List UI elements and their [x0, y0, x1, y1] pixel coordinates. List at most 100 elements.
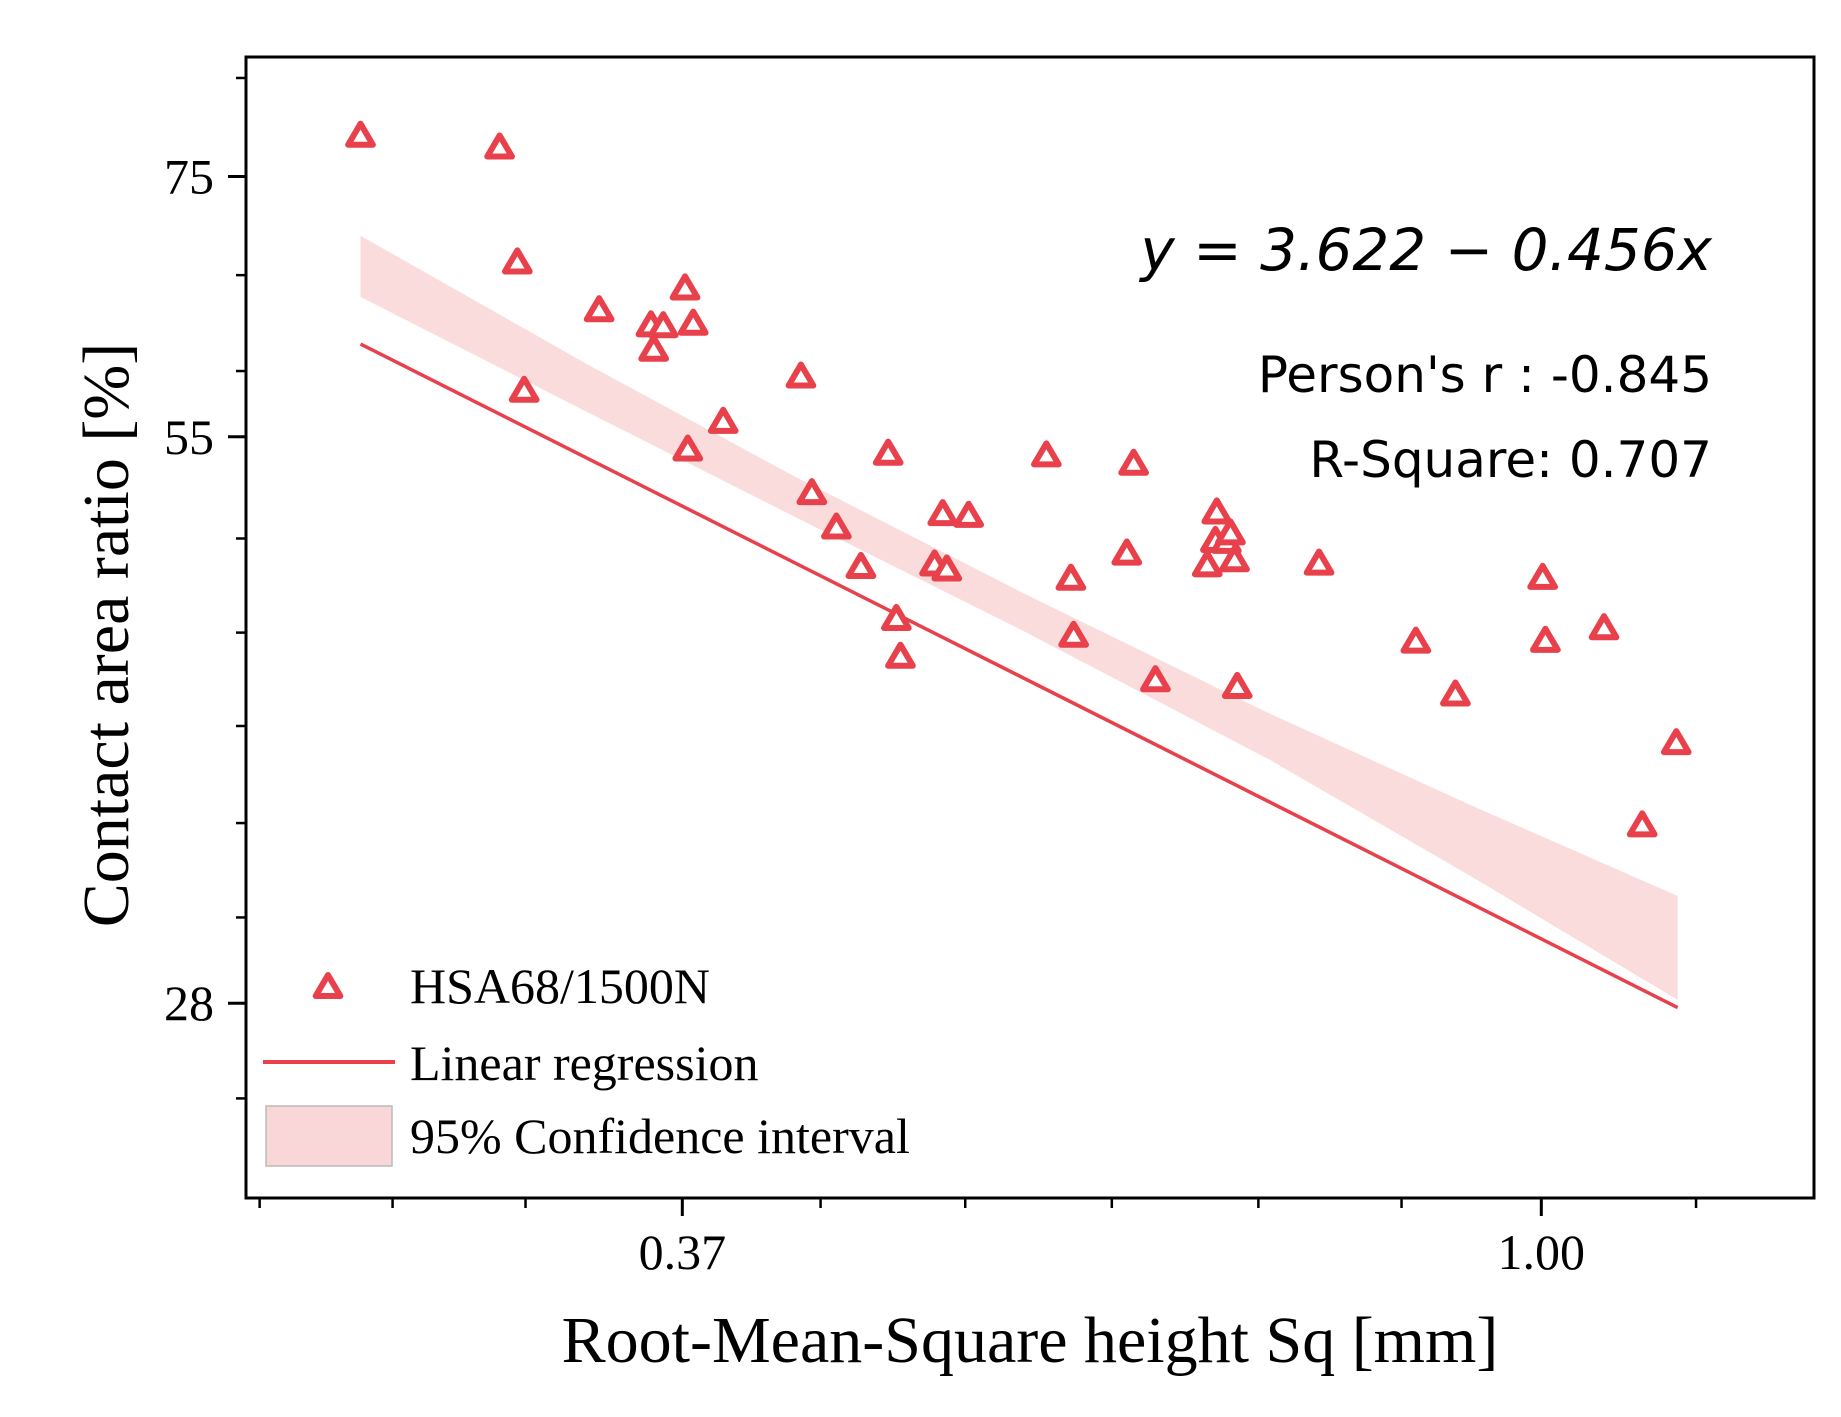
y-tick-label: 75	[164, 149, 214, 205]
data-point	[1191, 550, 1223, 578]
data-point	[821, 512, 852, 540]
data-point-marker	[796, 478, 828, 506]
data-point	[484, 132, 515, 160]
data-point-marker	[1219, 545, 1250, 573]
data-point-marker	[1530, 625, 1561, 653]
x-tick-label: 0.37	[639, 1224, 727, 1280]
data-point	[881, 603, 912, 632]
confidence-band-layer	[360, 235, 1678, 1000]
data-point	[785, 361, 817, 389]
data-point-marker	[785, 361, 817, 389]
data-point-marker	[1400, 626, 1432, 654]
data-point-marker	[1140, 665, 1171, 693]
data-point	[845, 551, 877, 579]
data-point-marker	[345, 120, 376, 148]
data-point-marker	[1031, 440, 1062, 468]
data-point-marker	[583, 295, 615, 323]
legend-marker-triangle	[312, 972, 344, 1000]
data-point-marker	[638, 334, 670, 362]
data-point-marker	[1191, 550, 1223, 578]
data-point-marker	[1058, 620, 1089, 648]
data-point-marker	[672, 434, 704, 462]
data-point	[1400, 626, 1432, 654]
data-point-marker	[931, 554, 963, 582]
regression-line-layer	[359, 342, 1679, 1010]
data-point	[1221, 671, 1253, 699]
data-point-marker	[1527, 562, 1559, 590]
data-points-layer	[345, 120, 1692, 838]
data-point	[1527, 562, 1559, 590]
data-point-marker	[1588, 613, 1620, 641]
data-point	[672, 434, 704, 462]
data-point	[1303, 548, 1335, 576]
y-axis-title: Contact area ratio [%]	[70, 343, 143, 928]
data-point	[1440, 679, 1471, 707]
data-point-marker	[501, 247, 533, 275]
data-point-marker	[508, 375, 540, 403]
data-point-marker	[1201, 497, 1233, 525]
legend-marker-band	[265, 1105, 393, 1167]
data-point	[953, 500, 984, 528]
y-tick-label: 28	[164, 975, 214, 1031]
data-point-marker	[1118, 448, 1149, 476]
regression-line	[359, 342, 1679, 1010]
x-tick-label: 1.00	[1498, 1224, 1586, 1280]
data-point-marker	[845, 551, 877, 579]
plot-frame	[244, 55, 1816, 1200]
data-point-marker	[872, 438, 904, 466]
x-axis-title: Root-Mean-Square height Sq [mm]	[562, 1304, 1499, 1377]
data-point-marker	[669, 273, 701, 301]
data-point-marker	[1055, 563, 1087, 591]
data-point-marker	[1303, 548, 1335, 576]
data-point-marker	[484, 132, 515, 160]
data-point	[638, 334, 670, 362]
data-point	[1031, 440, 1062, 468]
data-point	[501, 247, 533, 275]
data-point-marker	[885, 641, 916, 669]
data-point-marker	[1626, 810, 1658, 838]
legend-label-points: HSA68/1500N	[410, 958, 710, 1014]
data-point	[669, 273, 701, 301]
data-point	[931, 554, 963, 582]
data-point-marker	[1111, 538, 1143, 566]
data-point	[647, 311, 679, 339]
axis-ticks-layer: 0.37 1.00 75 55 28	[164, 76, 1698, 1280]
data-point	[872, 438, 904, 466]
data-point	[1660, 728, 1692, 756]
legend-label-band: 95% Confidence interval	[410, 1108, 910, 1164]
data-point	[1058, 620, 1089, 648]
data-point-marker	[881, 603, 912, 632]
data-point	[345, 120, 376, 148]
data-point	[1588, 613, 1620, 641]
data-point	[1118, 448, 1149, 476]
data-point-marker	[677, 308, 709, 336]
data-point-marker	[1660, 728, 1692, 756]
data-point-marker	[927, 499, 959, 527]
data-point-marker	[1215, 518, 1246, 546]
equation-annotation: y = 3.622 − 0.456x	[1138, 216, 1712, 284]
data-point-marker	[707, 406, 739, 434]
data-point-marker	[953, 500, 984, 528]
data-point	[677, 308, 709, 336]
data-point-marker	[821, 512, 852, 540]
legend-label-regression: Linear regression	[410, 1035, 758, 1091]
data-point	[927, 499, 959, 527]
data-point	[1111, 538, 1143, 566]
data-point	[796, 478, 828, 506]
legend-triangle-shape	[312, 972, 344, 1000]
data-point	[1626, 810, 1658, 838]
data-point-marker	[1440, 679, 1471, 707]
data-point	[1201, 497, 1233, 525]
pearson-annotation: Person's r : -0.845	[1258, 346, 1712, 404]
data-point	[885, 641, 916, 669]
y-tick-label: 55	[164, 409, 214, 465]
confidence-band	[360, 235, 1678, 1000]
data-point	[583, 295, 615, 323]
data-point	[1530, 625, 1561, 653]
data-point	[1219, 545, 1250, 573]
r-square-annotation: R-Square: 0.707	[1309, 431, 1712, 489]
data-point	[508, 375, 540, 403]
legend: HSA68/1500N Linear regression 95% Confid…	[263, 958, 910, 1167]
